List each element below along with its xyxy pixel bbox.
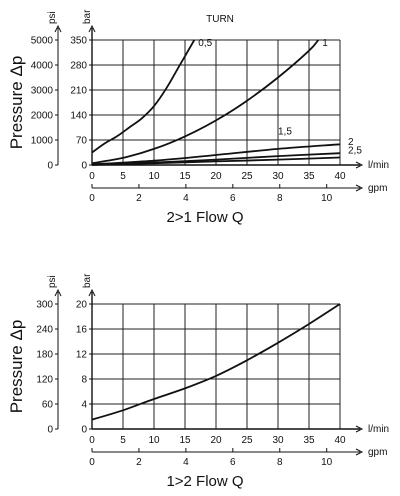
bar-axis-arrow bbox=[88, 288, 96, 297]
bar-tick-label: 350 bbox=[70, 36, 87, 47]
y-axis-title: Pressure Δp bbox=[7, 56, 26, 150]
series-label: 1 bbox=[322, 38, 328, 49]
series-line bbox=[91, 143, 341, 166]
psi-tick-label: 240 bbox=[36, 325, 53, 336]
bar-tick-label: 0 bbox=[81, 161, 87, 172]
y-axis-title: Pressure Δp bbox=[7, 320, 26, 414]
bar-tick-label: 8 bbox=[81, 375, 87, 386]
bar-tick-label: 12 bbox=[76, 350, 88, 361]
psi-unit-label: psi bbox=[47, 275, 58, 288]
x-axis-arrow bbox=[355, 425, 364, 433]
psi-tick-label: 180 bbox=[36, 350, 53, 361]
x-tick-label: 25 bbox=[241, 171, 253, 182]
x-tick-label: 10 bbox=[148, 435, 160, 446]
bar-axis-arrow bbox=[88, 24, 96, 33]
x2-tick-label: 6 bbox=[230, 193, 236, 204]
x-tick-label: 10 bbox=[148, 171, 160, 182]
bar-tick-label: 210 bbox=[70, 86, 87, 97]
x-tick-label: 5 bbox=[120, 171, 126, 182]
psi-tick-label: 0 bbox=[47, 425, 53, 436]
x-unit-label: l/min bbox=[368, 424, 389, 435]
x-tick-label: 5 bbox=[120, 435, 126, 446]
series-label: 0,5 bbox=[198, 38, 212, 49]
x2-tick-label: 10 bbox=[321, 193, 333, 204]
psi-tick-label: 0 bbox=[47, 161, 53, 172]
x-tick-label: 0 bbox=[89, 435, 95, 446]
x-tick-label: 15 bbox=[179, 171, 191, 182]
series-label: 1,5 bbox=[278, 126, 292, 137]
x-tick-label: 35 bbox=[303, 171, 315, 182]
series-line bbox=[91, 39, 319, 165]
x2-unit-label: gpm bbox=[368, 447, 387, 458]
x-tick-label: 20 bbox=[210, 435, 222, 446]
bar-tick-label: 140 bbox=[70, 111, 87, 122]
bar-tick-label: 70 bbox=[76, 136, 88, 147]
psi-tick-label: 120 bbox=[36, 375, 53, 386]
series-line bbox=[91, 39, 196, 154]
x-unit-label: l/min bbox=[368, 160, 389, 171]
x-tick-label: 35 bbox=[303, 435, 315, 446]
bar-tick-label: 0 bbox=[81, 425, 87, 436]
series-label: 2 bbox=[348, 137, 354, 148]
x2-tick-label: 0 bbox=[89, 193, 95, 204]
x-axis-title: 2>1 Flow Q bbox=[166, 209, 243, 226]
psi-tick-label: 300 bbox=[36, 300, 53, 311]
x-tick-label: 0 bbox=[89, 171, 95, 182]
x-tick-label: 30 bbox=[272, 171, 284, 182]
x-tick-label: 40 bbox=[334, 171, 346, 182]
x2-unit-label: gpm bbox=[368, 183, 387, 194]
psi-tick-label: 1000 bbox=[31, 136, 54, 147]
x2-tick-label: 4 bbox=[183, 457, 189, 468]
x-tick-label: 15 bbox=[179, 435, 191, 446]
x2-tick-label: 8 bbox=[277, 457, 283, 468]
psi-unit-label: psi bbox=[47, 11, 58, 24]
chart-title: TURN bbox=[206, 14, 234, 25]
bar-tick-label: 20 bbox=[76, 300, 88, 311]
bar-tick-label: 16 bbox=[76, 325, 88, 336]
psi-axis-arrow bbox=[54, 288, 62, 297]
x-tick-label: 25 bbox=[241, 435, 253, 446]
x-axis-arrow bbox=[355, 161, 364, 169]
bar-tick-label: 4 bbox=[81, 400, 87, 411]
x-axis-title: 1>2 Flow Q bbox=[166, 473, 243, 490]
series-line bbox=[91, 156, 341, 166]
x-tick-label: 20 bbox=[210, 171, 222, 182]
x-tick-label: 30 bbox=[272, 435, 284, 446]
bar-unit-label: bar bbox=[82, 273, 93, 288]
x2-tick-label: 8 bbox=[277, 193, 283, 204]
psi-tick-label: 5000 bbox=[31, 36, 54, 47]
x2-tick-label: 6 bbox=[230, 457, 236, 468]
bar-unit-label: bar bbox=[82, 9, 93, 24]
psi-tick-label: 4000 bbox=[31, 61, 54, 72]
x2-tick-label: 2 bbox=[136, 457, 142, 468]
series-line bbox=[91, 303, 341, 421]
x2-tick-label: 0 bbox=[89, 457, 95, 468]
x-tick-label: 40 bbox=[334, 435, 346, 446]
psi-tick-label: 3000 bbox=[31, 86, 54, 97]
x2-tick-label: 2 bbox=[136, 193, 142, 204]
psi-tick-label: 2000 bbox=[31, 111, 54, 122]
series-label: 2,5 bbox=[348, 146, 362, 157]
x2-tick-label: 10 bbox=[321, 457, 333, 468]
psi-axis-arrow bbox=[54, 24, 62, 33]
x2-axis-arrow bbox=[355, 184, 364, 192]
x2-tick-label: 4 bbox=[183, 193, 189, 204]
psi-tick-label: 60 bbox=[42, 400, 54, 411]
bar-tick-label: 280 bbox=[70, 61, 87, 72]
x2-axis-arrow bbox=[355, 448, 364, 456]
